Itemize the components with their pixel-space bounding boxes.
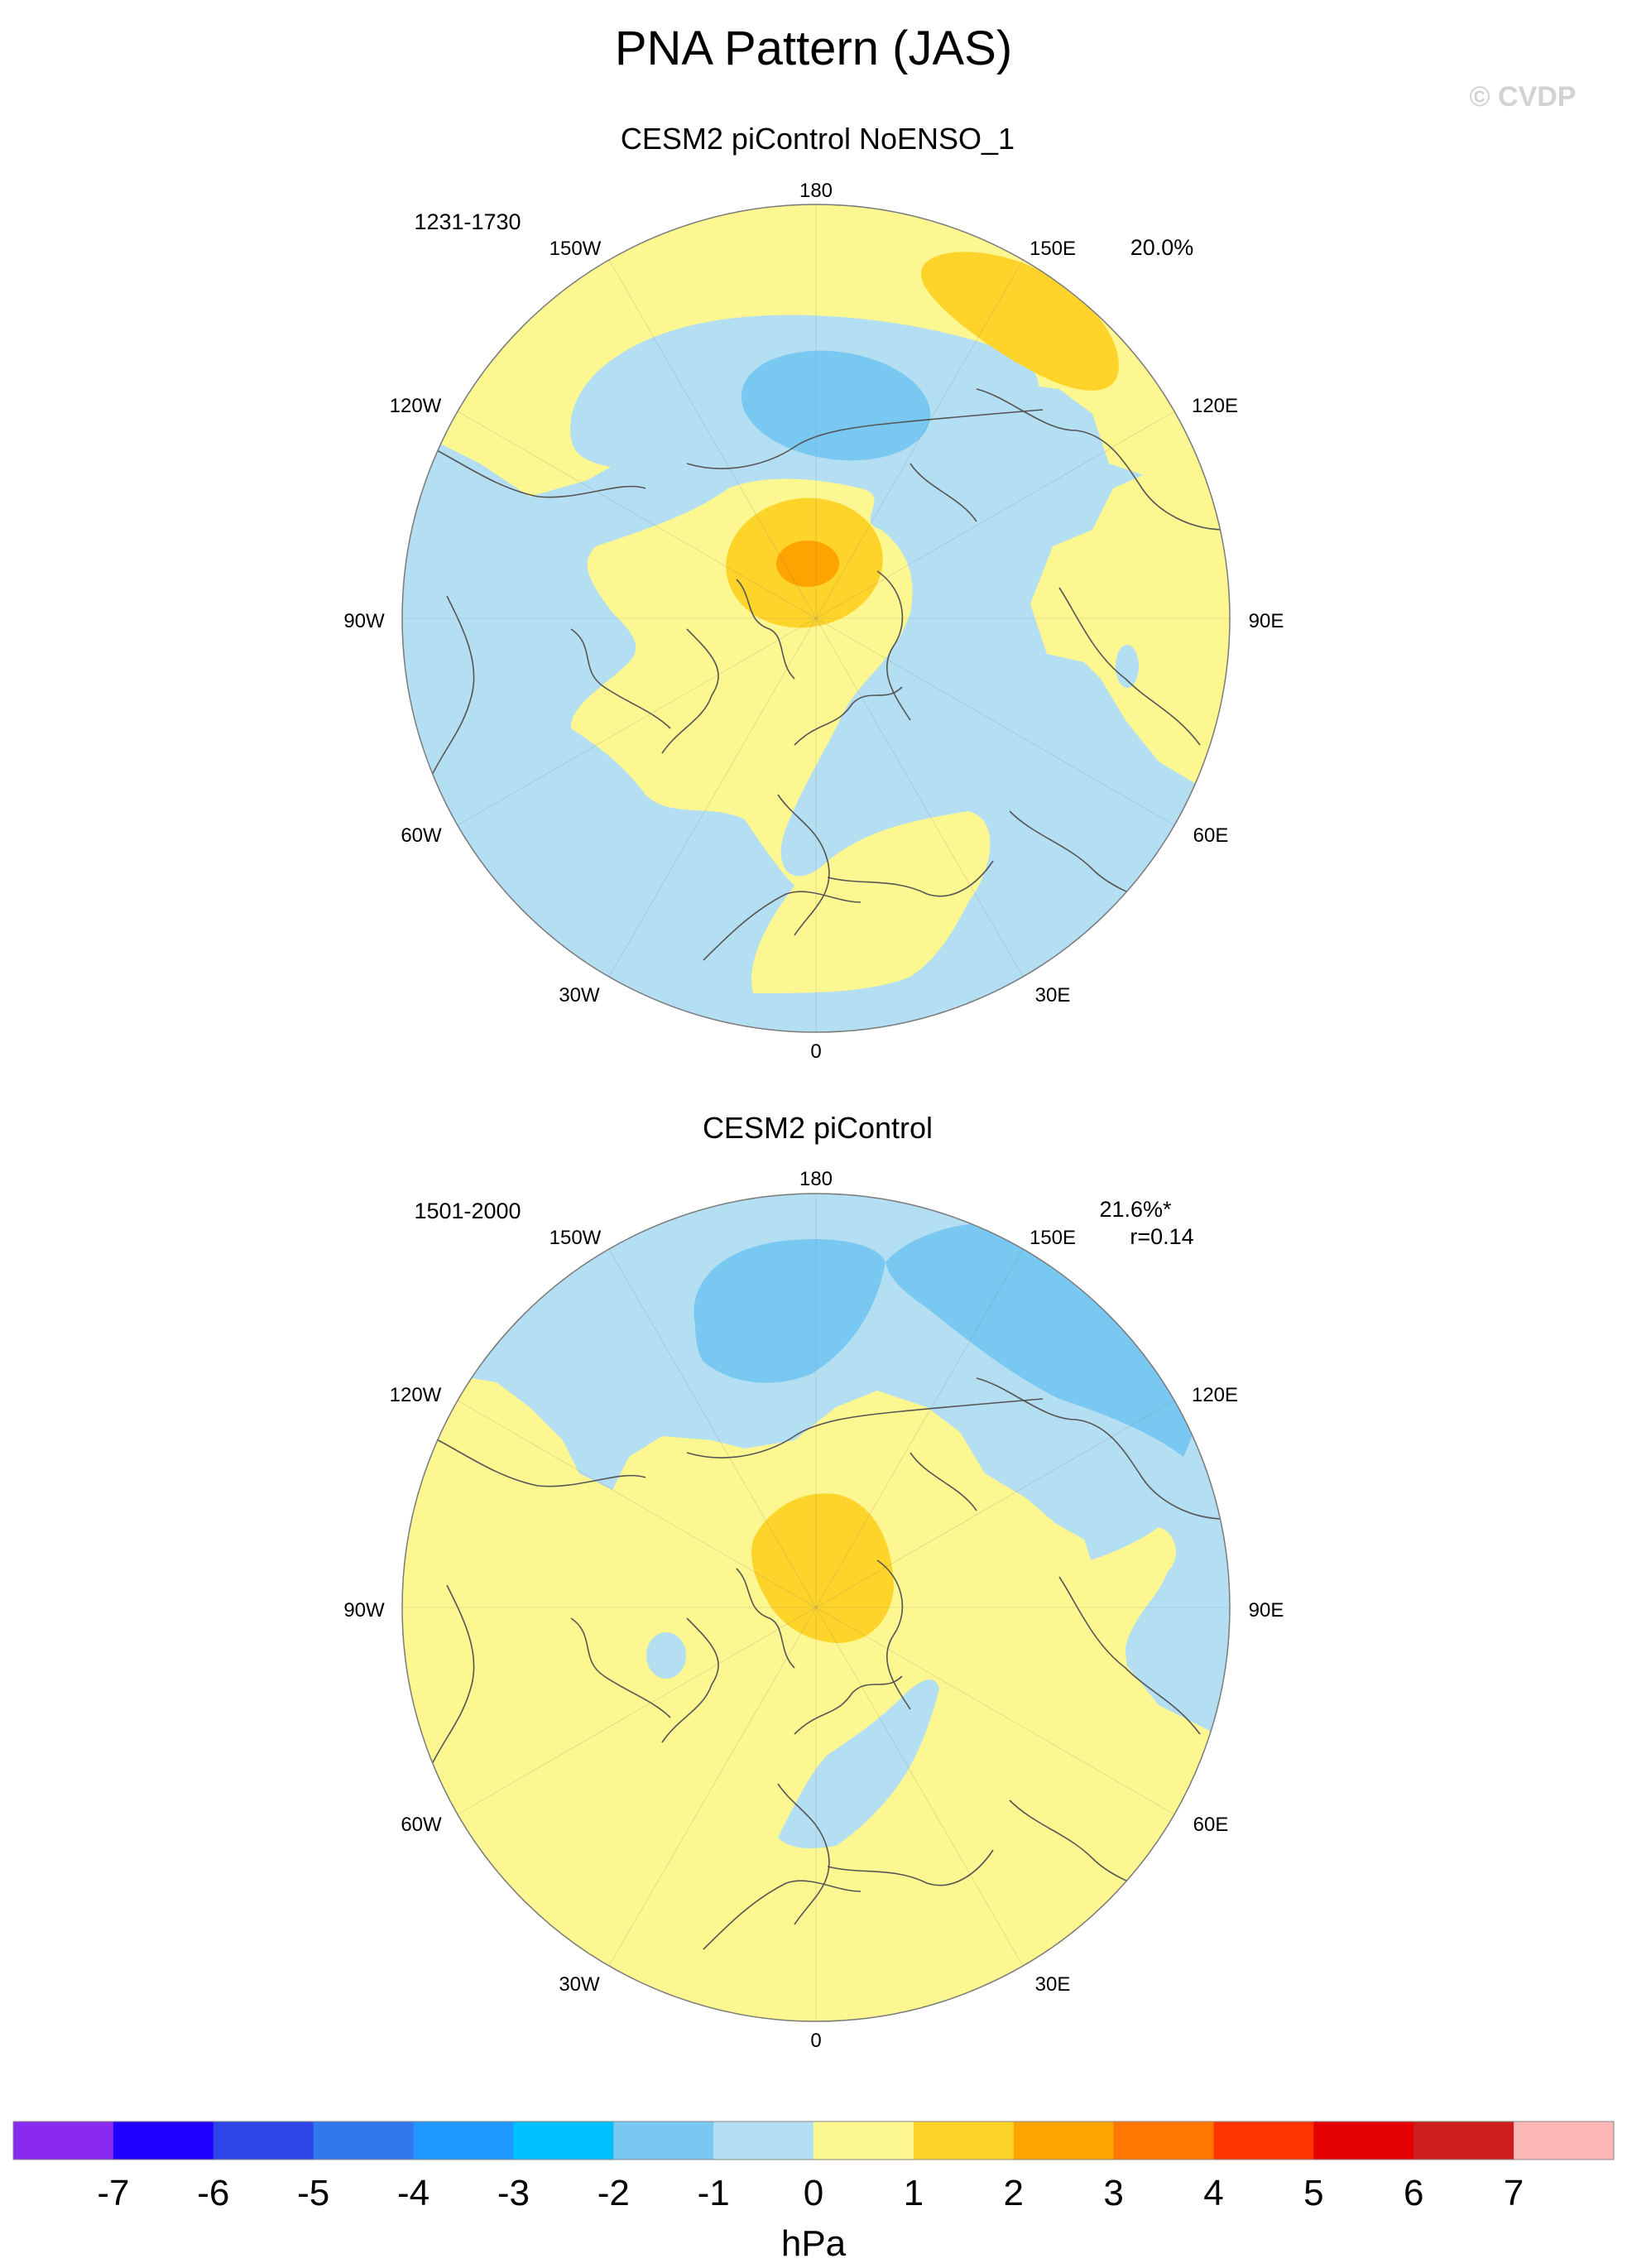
colorbar-tick-label: 0 xyxy=(804,2173,823,2213)
panel-2-field xyxy=(402,1194,1230,2021)
colorbar-swatch xyxy=(1413,2121,1514,2160)
panel-2-aleutian-negative xyxy=(694,1239,885,1383)
panel-1-field xyxy=(402,204,1230,1032)
lon-label-90w: 90W xyxy=(343,1599,385,1622)
lon-label-180: 180 xyxy=(799,1168,833,1190)
panel-2-europe-negative xyxy=(778,1679,939,1848)
colorbar-swatch xyxy=(13,2121,114,2160)
lon-label-60w: 60W xyxy=(401,1814,442,1836)
map-panel-1: CESM2 piControl NoENSO_1 1231-1730 20.0% xyxy=(343,122,1284,1063)
colorbar-tick-label: -1 xyxy=(698,2173,730,2213)
colorbar-tick-label: -3 xyxy=(497,2173,530,2213)
colorbar-border xyxy=(12,2121,1615,2160)
lon-label-120e: 120E xyxy=(1192,395,1238,417)
colorbar-swatch xyxy=(1514,2121,1615,2160)
colorbar-tick-label: -4 xyxy=(397,2173,430,2213)
panel-2-hudson-negative xyxy=(646,1632,686,1679)
lon-label-30e: 30E xyxy=(1035,984,1071,1007)
panel-2-years: 1501-2000 xyxy=(414,1199,521,1223)
lon-label-120e: 120E xyxy=(1192,1384,1238,1406)
panel-1-aleutian-core xyxy=(741,350,931,461)
lon-label-60e: 60E xyxy=(1193,1814,1229,1836)
panel-2-longitude-labels: 180 150E 120E 90E 60E 30E 0 30W 60W 90W … xyxy=(343,1168,1284,2052)
lon-label-30w: 30W xyxy=(559,984,600,1007)
colorbar-tick-label: 2 xyxy=(1004,2173,1024,2213)
panel-2-map-outline xyxy=(401,1193,1231,2022)
lon-label-150e: 150E xyxy=(1029,238,1076,260)
panel-2-correlation: r=0.14 xyxy=(1130,1224,1193,1249)
colorbar-tick-label: -7 xyxy=(97,2173,129,2213)
colorbar-swatch xyxy=(713,2121,814,2160)
lon-label-90w: 90W xyxy=(343,610,385,632)
colorbar-tick-label: 5 xyxy=(1303,2173,1323,2213)
panel-1-arctic-atlantic-positive xyxy=(571,478,991,993)
panel-2-variance-percent: 21.6%* xyxy=(1099,1197,1172,1222)
panel-2-graticule xyxy=(402,1194,1230,2021)
lon-label-150w: 150W xyxy=(550,238,602,260)
lon-label-90e: 90E xyxy=(1249,610,1284,632)
colorbar-swatch xyxy=(613,2121,714,2160)
lon-label-120w: 120W xyxy=(390,1384,442,1406)
colorbar-tick-label: 1 xyxy=(904,2173,924,2213)
colorbar-tick-label: 4 xyxy=(1203,2173,1223,2213)
colorbar-swatch xyxy=(1013,2121,1115,2160)
colorbar-swatch xyxy=(1213,2121,1314,2160)
panel-2-title: CESM2 piControl xyxy=(703,1111,933,1145)
lon-label-150w: 150W xyxy=(550,1227,602,1249)
colorbar-unit-label: hPa xyxy=(781,2223,847,2264)
colorbar-swatch xyxy=(113,2121,214,2160)
panel-1-polar-core xyxy=(776,541,839,587)
panel-2-eurasia-positive xyxy=(979,1527,1176,1868)
lon-label-30w: 30W xyxy=(559,1973,600,1996)
colorbar-swatch xyxy=(1313,2121,1414,2160)
colorbar-swatch xyxy=(513,2121,614,2160)
colorbar-swatch xyxy=(313,2121,415,2160)
panel-1-longitude-labels: 180 150E 120E 90E 60E 30E 0 30W 60W 90W … xyxy=(343,180,1284,1063)
panel-2-coastlines xyxy=(430,1377,1226,1950)
panel-1-caspian-negative xyxy=(1116,645,1139,688)
colorbar-swatch xyxy=(213,2121,314,2160)
colorbar-swatch xyxy=(413,2121,514,2160)
lon-label-120w: 120W xyxy=(390,395,442,417)
lon-label-60e: 60E xyxy=(1193,824,1229,847)
colorbar: -7 -6 -5 -4 -3 -2 -1 0 1 2 3 4 5 6 7 xyxy=(12,2121,1615,2213)
figure-title: PNA Pattern (JAS) xyxy=(615,22,1012,75)
colorbar-tick-label: 3 xyxy=(1103,2173,1123,2213)
lon-label-150e: 150E xyxy=(1029,1227,1076,1249)
panel-1-title: CESM2 piControl NoENSO_1 xyxy=(621,122,1015,156)
panel-1-graticule xyxy=(402,204,1230,1032)
panel-1-map-outline xyxy=(401,204,1231,1033)
lon-label-0: 0 xyxy=(810,1040,821,1063)
panel-1-pacific-positive-core xyxy=(920,252,1119,391)
colorbar-tick-label: 6 xyxy=(1404,2173,1423,2213)
lon-label-180: 180 xyxy=(799,180,833,202)
colorbar-swatch xyxy=(1113,2121,1215,2160)
lon-label-0: 0 xyxy=(810,2030,821,2052)
colorbar-tick-label: 7 xyxy=(1504,2173,1524,2213)
panel-1-variance-percent: 20.0% xyxy=(1130,235,1194,260)
colorbar-swatch xyxy=(814,2121,914,2160)
lon-label-30e: 30E xyxy=(1035,1973,1071,1996)
lon-label-60w: 60W xyxy=(401,824,442,847)
panel-2-polar-positive xyxy=(751,1493,894,1643)
colorbar-tick-label: -6 xyxy=(197,2173,229,2213)
colorbar-tick-label: -2 xyxy=(598,2173,630,2213)
panel-1-years: 1231-1730 xyxy=(414,209,521,234)
lon-label-90e: 90E xyxy=(1249,1599,1284,1622)
colorbar-swatch xyxy=(913,2121,1015,2160)
map-panel-2: CESM2 piControl 1501-2000 21.6%* r=0.14 xyxy=(343,1111,1284,2052)
watermark: © CVDP xyxy=(1470,81,1577,113)
colorbar-tick-label: -5 xyxy=(297,2173,329,2213)
panel-1-asia-positive-lobe xyxy=(1030,414,1230,811)
